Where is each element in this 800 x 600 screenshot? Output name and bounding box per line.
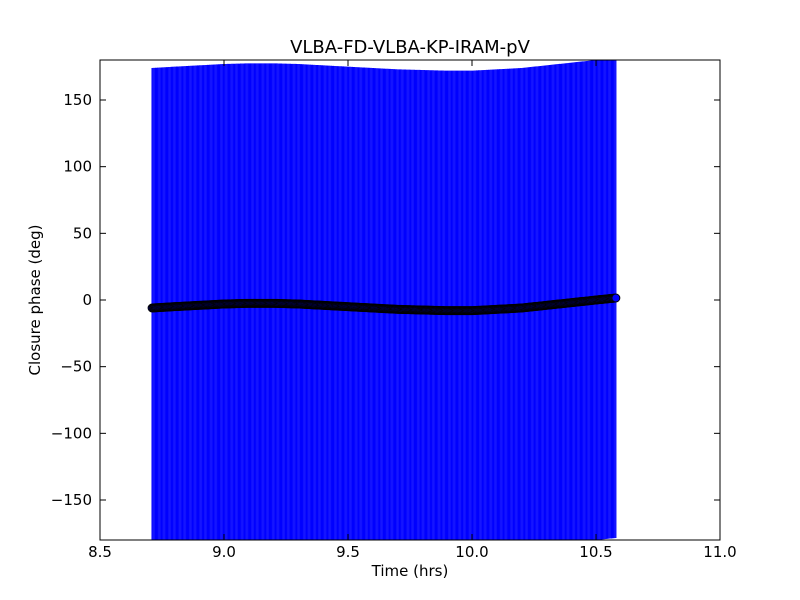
y-tick-label: 150 [63,91,92,109]
y-tick-label: −150 [51,491,92,509]
x-tick-label: 10.5 [579,543,612,561]
tick-layer: 8.5 9.0 9.5 10.0 10.5 11.0 −150 −100 −50 0 50 100 15… [51,60,737,561]
x-tick-label: 8.5 [88,543,112,561]
x-axis-label: Time (hrs) [371,562,449,580]
y-tick-label: 0 [82,291,92,309]
plot-frame [99,59,721,541]
chart-title: VLBA-FD-VLBA-KP-IRAM-pV [290,37,530,58]
y-tick-label: −50 [60,358,92,376]
marker-layer [147,293,621,316]
x-tick-label: 10.0 [455,543,488,561]
data-point [611,293,621,303]
y-tick-label: 100 [63,158,92,176]
x-tick-label: 9.0 [212,543,236,561]
y-tick-label: −100 [51,424,92,442]
y-axis-label: Closure phase (deg) [26,225,44,376]
x-tick-label: 9.5 [336,543,360,561]
x-tick-label: 11.0 [703,543,736,561]
y-tick-label: 50 [73,224,92,242]
